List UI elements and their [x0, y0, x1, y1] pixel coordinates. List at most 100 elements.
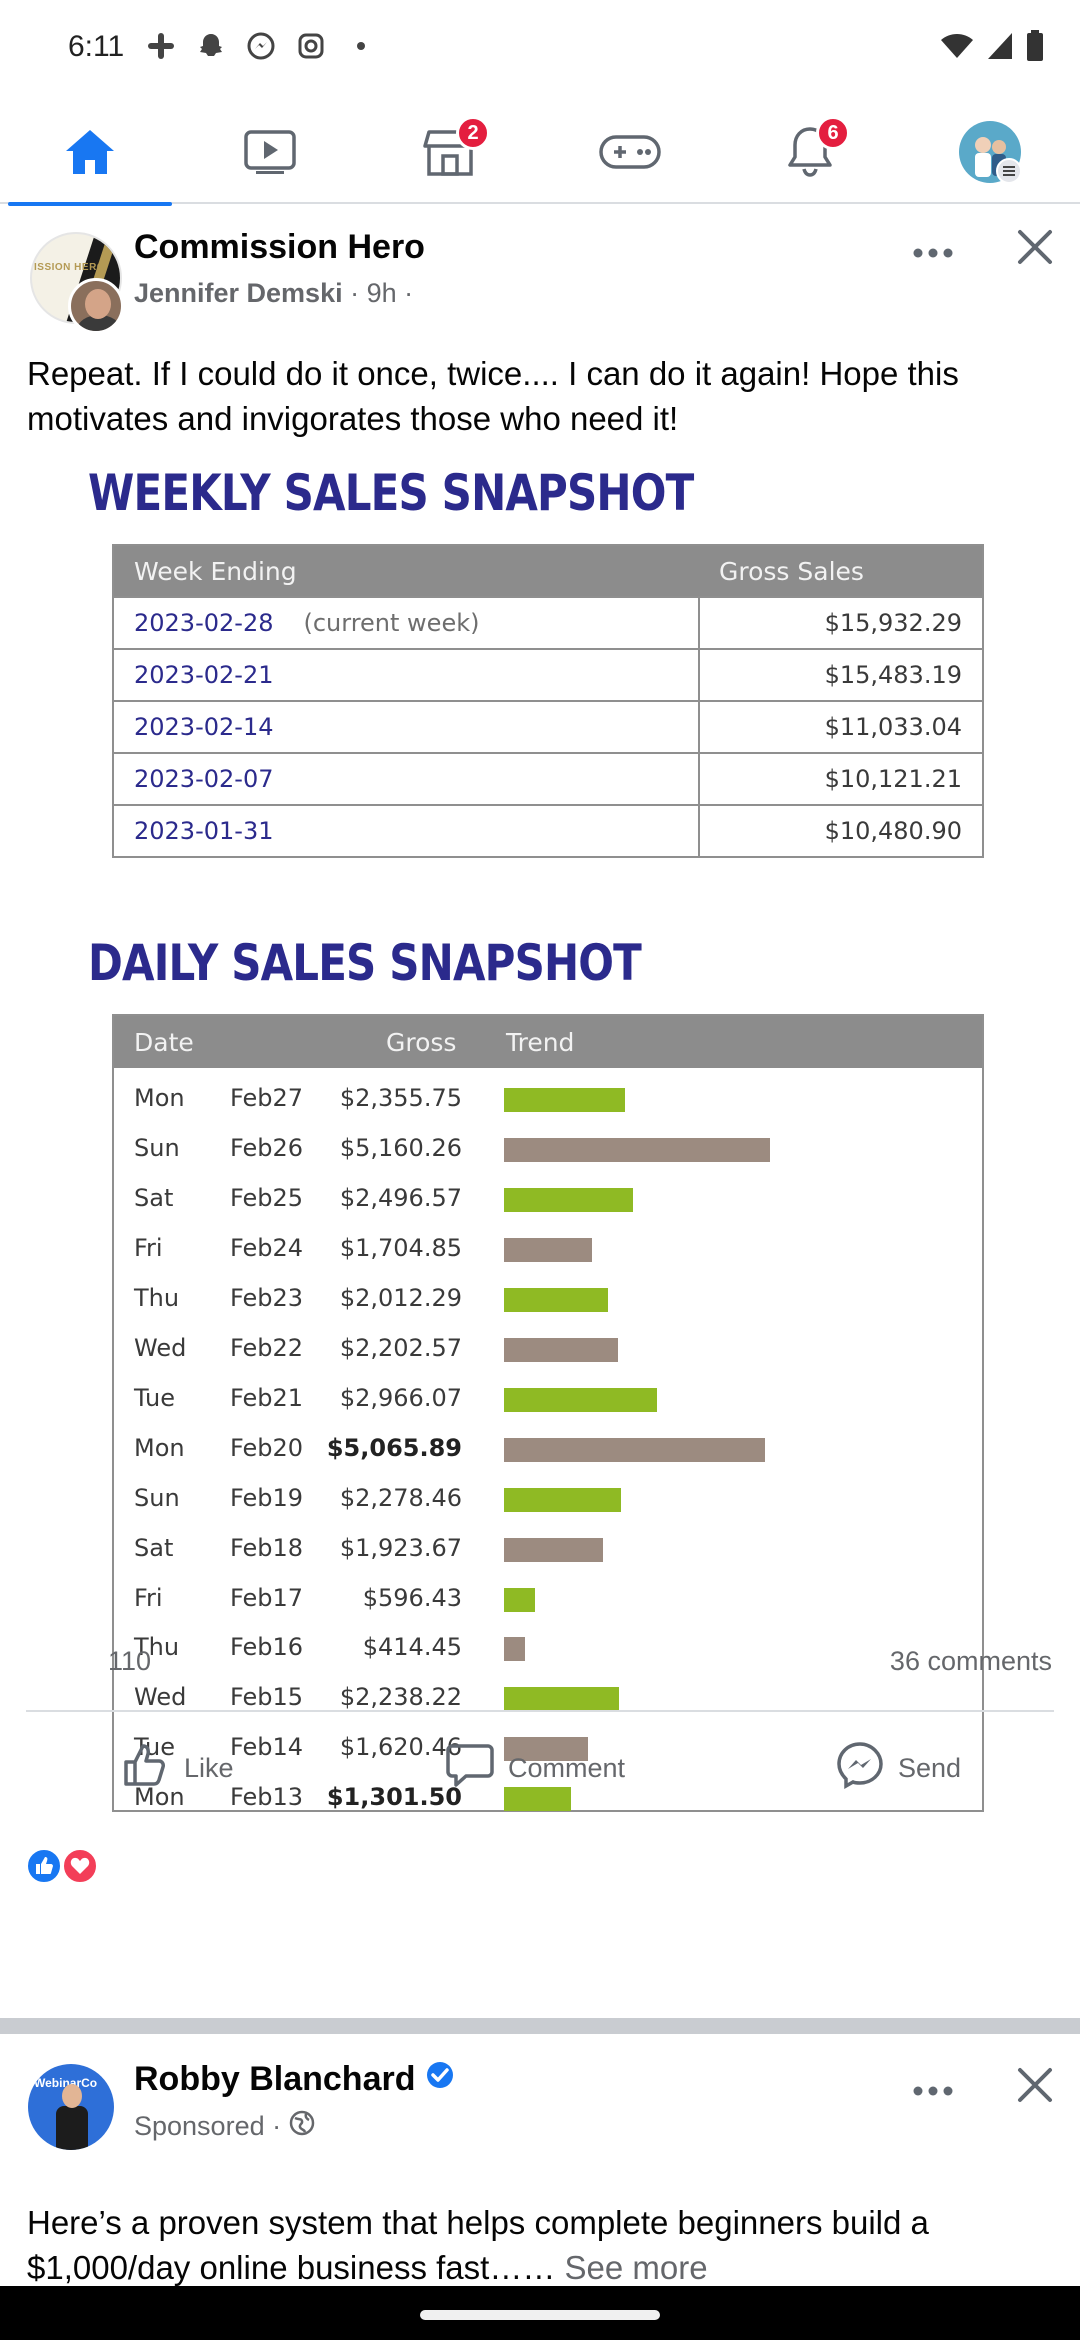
- weekly-gross-cell: $10,480.90: [698, 804, 984, 858]
- tab-profile-menu[interactable]: [900, 100, 1080, 204]
- more-options-button[interactable]: [908, 234, 958, 274]
- weekly-week-cell: 2023-01-31: [112, 804, 700, 858]
- verified-badge-icon: [425, 2060, 455, 2099]
- post-header: ISSION HERO Commission Hero Jennifer Dem…: [0, 206, 1080, 336]
- post-image[interactable]: WEEKLY SALES SNAPSHOT Week Ending Gross …: [0, 464, 1080, 1812]
- comment-button[interactable]: Comment: [446, 1738, 625, 1798]
- wifi-icon: [940, 31, 974, 66]
- send-button[interactable]: Send: [836, 1738, 961, 1798]
- globe-icon: [289, 2110, 315, 2143]
- tab-home[interactable]: [0, 100, 180, 206]
- daily-gross: $596.43: [362, 1583, 462, 1612]
- page-name[interactable]: Commission Hero: [134, 228, 425, 266]
- trend-bar: [504, 1237, 592, 1262]
- daily-gross: $2,355.75: [339, 1084, 462, 1112]
- system-nav-bar: [0, 2286, 1080, 2340]
- daily-day: Sun: [134, 1133, 180, 1162]
- signal-icon: [986, 31, 1014, 66]
- sponsor-name-row[interactable]: Robby Blanchard: [134, 2060, 455, 2099]
- weekly-gross-cell: $15,483.19: [698, 648, 984, 702]
- daily-gross: $5,160.26: [339, 1133, 462, 1162]
- weekly-gross-cell: $15,932.29: [698, 596, 984, 650]
- daily-day: Tue: [134, 1383, 175, 1412]
- trend-bar: [504, 1537, 603, 1562]
- daily-date: Feb18: [230, 1533, 304, 1562]
- daily-gross: $1,704.85: [339, 1233, 462, 1262]
- instagram-icon: [295, 30, 327, 62]
- week-ending: 2023-02-07: [134, 765, 274, 793]
- daily-row: Sun Feb26 $5,160.26: [114, 1124, 982, 1174]
- daily-row: Sat Feb25 $2,496.57: [114, 1174, 982, 1224]
- trend-bar: [504, 1737, 588, 1762]
- sponsor-name[interactable]: Robby Blanchard: [134, 2060, 416, 2098]
- post-time[interactable]: 9h: [366, 278, 397, 308]
- daily-date: Feb23: [230, 1283, 304, 1312]
- daily-date: Feb17: [230, 1583, 304, 1612]
- close-icon: [1017, 2067, 1053, 2108]
- weekly-header-week: Week Ending: [113, 545, 699, 597]
- weekly-row: 2023-01-31 $10,480.90: [112, 804, 984, 858]
- tab-watch[interactable]: [180, 100, 360, 204]
- feed-post: ISSION HERO Commission Hero Jennifer Dem…: [0, 206, 1080, 1884]
- daily-gross: $414.45: [362, 1633, 462, 1662]
- marketplace-badge: 2: [456, 116, 490, 150]
- comment-icon: [446, 1742, 494, 1795]
- post-text: Repeat. If I could do it once, twice....…: [27, 355, 959, 437]
- daily-header-gross: Gross: [386, 1028, 457, 1057]
- active-tab-indicator: [8, 202, 172, 206]
- slack-icon: [145, 30, 177, 62]
- current-week-note: (current week): [303, 609, 480, 637]
- snapchat-icon: [195, 30, 227, 62]
- daily-day: Mon: [134, 1084, 185, 1112]
- weekly-row: 2023-02-21 $15,483.19: [112, 648, 984, 702]
- week-ending: 2023-02-28: [134, 609, 274, 637]
- tab-notifications[interactable]: 6: [720, 100, 900, 204]
- more-horizontal-icon: [913, 245, 953, 263]
- weekly-title: WEEKLY SALES SNAPSHOT: [88, 464, 694, 522]
- close-icon: [1017, 229, 1053, 270]
- daily-date: Feb14: [230, 1733, 304, 1762]
- messenger-icon: [245, 30, 277, 62]
- weekly-header-gross: Gross Sales: [699, 545, 983, 597]
- daily-table: Date Gross Trend Mon Feb27 $2,355.75 Sun Feb…: [112, 1014, 984, 1812]
- daily-gross: $2,278.46: [339, 1483, 462, 1512]
- daily-date: Feb15: [230, 1683, 304, 1712]
- daily-row: Tue Feb21 $2,966.07: [114, 1374, 982, 1424]
- daily-gross: $1,923.67: [339, 1533, 462, 1562]
- weekly-week-cell: 2023-02-21: [112, 648, 700, 702]
- weekly-gross-cell: $11,033.04: [698, 700, 984, 754]
- daily-header-trend: Trend: [506, 1028, 575, 1057]
- comment-count[interactable]: 36 comments: [889, 1646, 1052, 1676]
- see-more-link[interactable]: See more: [564, 2249, 708, 2286]
- reaction-count[interactable]: 110: [108, 1646, 152, 1676]
- daily-date: Feb16: [230, 1633, 304, 1662]
- daily-row: Mon Feb20 $5,065.89: [114, 1424, 982, 1474]
- comment-label: Comment: [508, 1752, 626, 1783]
- daily-row: Mon Feb13 $1,301.50: [114, 1773, 982, 1823]
- sponsored-label: Sponsored ·: [134, 2111, 282, 2141]
- tab-gaming[interactable]: [540, 100, 720, 204]
- hide-post-button[interactable]: [1012, 226, 1058, 272]
- top-tab-bar: 2 6: [0, 100, 1080, 206]
- weekly-week-cell: 2023-02-14: [112, 700, 700, 754]
- daily-row: Sun Feb19 $2,278.46: [114, 1474, 982, 1524]
- more-horizontal-icon: [913, 2083, 953, 2101]
- daily-header-date: Date: [134, 1028, 194, 1057]
- sponsored-line[interactable]: Sponsored ·: [134, 2110, 315, 2143]
- daily-day: Fri: [134, 1233, 163, 1262]
- status-bar: 6:11: [0, 0, 1080, 100]
- author-name[interactable]: Jennifer Demski: [134, 278, 343, 308]
- tab-marketplace[interactable]: 2: [360, 100, 540, 204]
- sponsor-avatar[interactable]: WebinarCo: [28, 2064, 114, 2150]
- author-avatar[interactable]: [68, 278, 124, 334]
- like-button[interactable]: Like: [122, 1738, 234, 1798]
- love-reaction-icon: [62, 1848, 98, 1884]
- daily-day: Sat: [134, 1533, 174, 1562]
- dot-icon: [345, 30, 377, 62]
- hide-sponsored-button[interactable]: [1012, 2064, 1058, 2110]
- daily-row: Wed Feb15 $2,238.22: [114, 1673, 982, 1723]
- daily-gross: $2,496.57: [339, 1183, 462, 1212]
- home-gesture-pill[interactable]: [420, 2310, 660, 2320]
- daily-row: Fri Feb17 $596.43: [114, 1574, 982, 1624]
- sponsored-more-button[interactable]: [908, 2072, 958, 2112]
